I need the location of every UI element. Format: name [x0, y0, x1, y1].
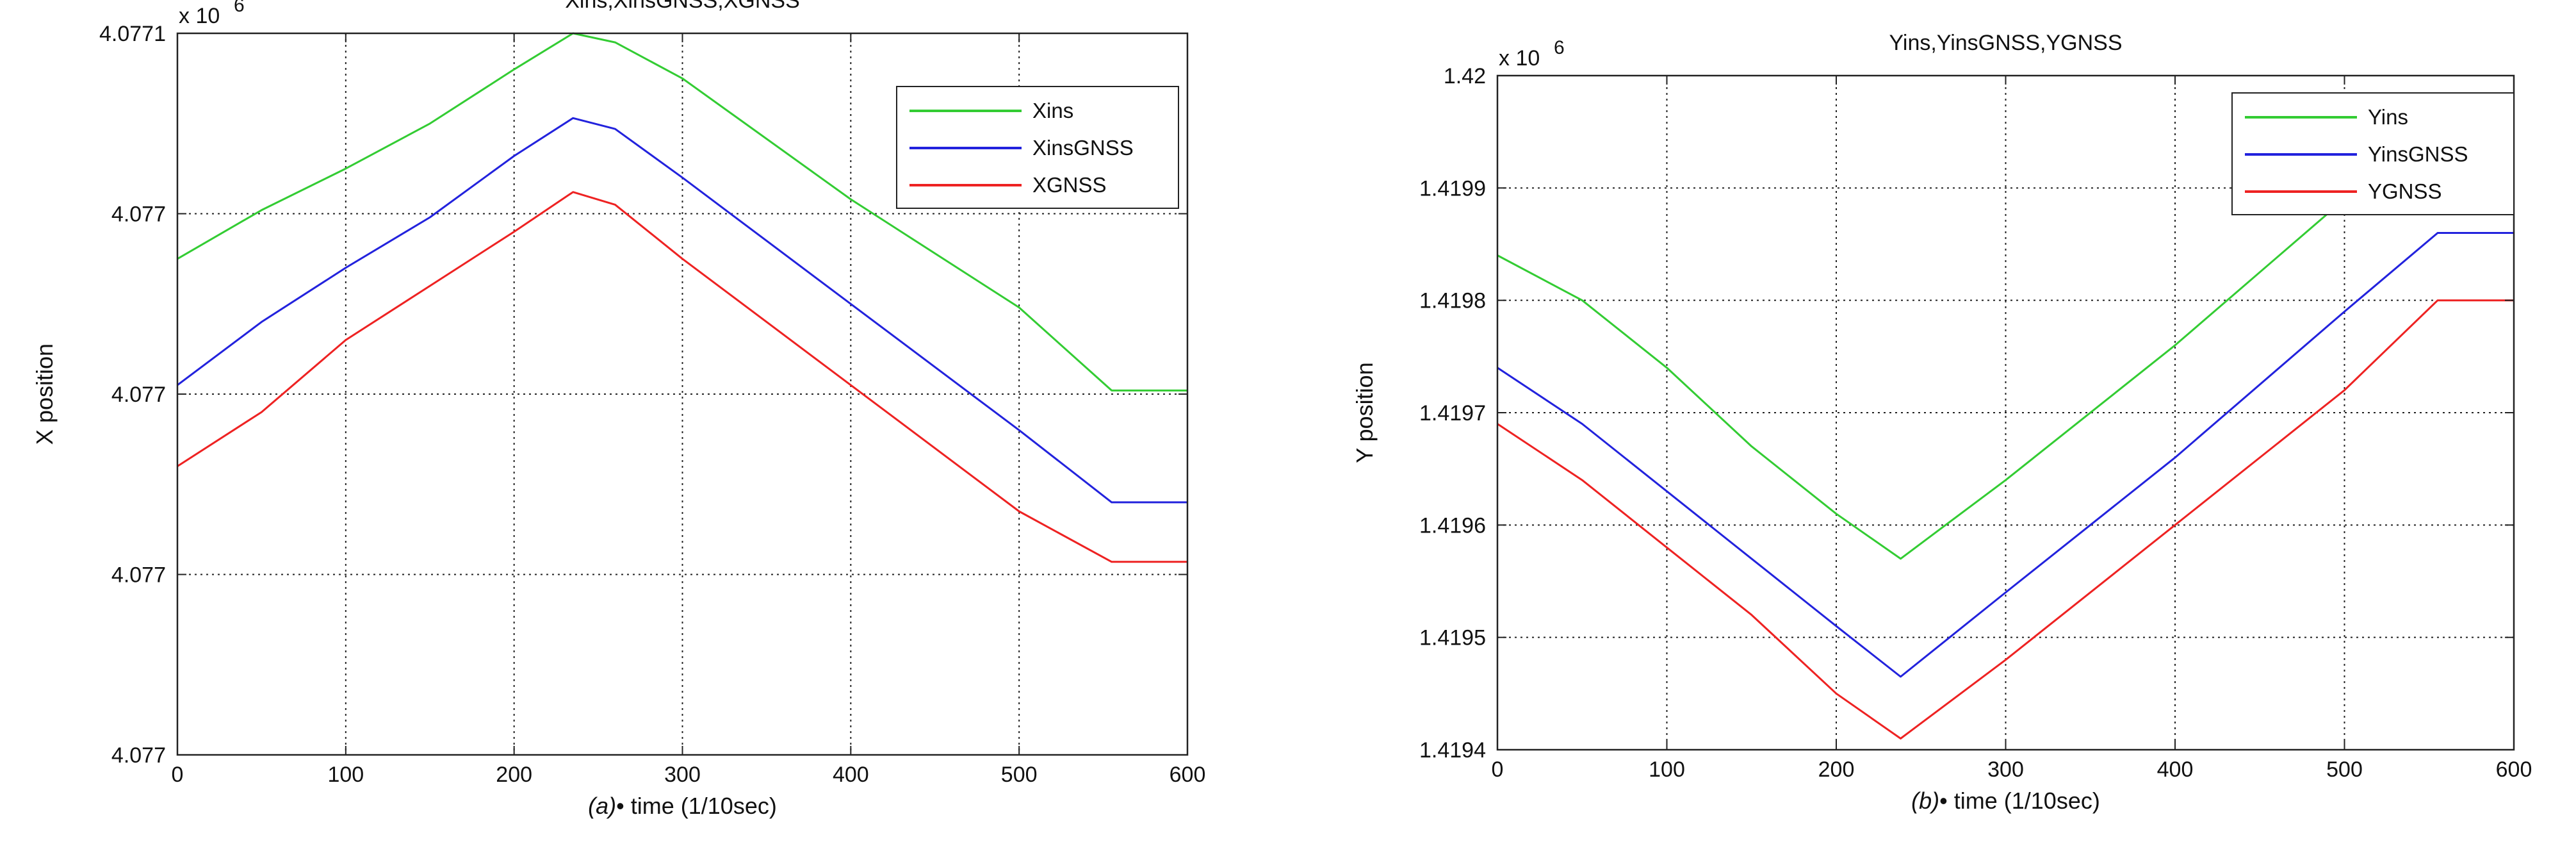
- x-tick-label: 0: [1492, 757, 1504, 782]
- x-tick-label: 100: [327, 763, 364, 787]
- y-tick-label: 1.4195: [1419, 626, 1486, 650]
- chart-title: Xins,XinsGNSS,XGNSS: [565, 0, 800, 13]
- y-tick-label: 1.4198: [1419, 289, 1486, 313]
- x-tick-label: 600: [2496, 757, 2532, 782]
- x-tick-label: 300: [1987, 757, 2024, 782]
- x-axis-label-prefix: (b): [1911, 788, 1939, 814]
- series-line-xinsgnss: [177, 117, 1187, 504]
- legend-label-xgnss: XGNSS: [1032, 173, 1107, 197]
- legend-label-ygnss: YGNSS: [2368, 179, 2442, 203]
- x-tick-label: 500: [1001, 763, 1038, 787]
- y-exponent-label: x 10: [179, 4, 220, 28]
- x-tick-label: 600: [1170, 763, 1206, 787]
- x-axis-label-text: • time (1/10sec): [616, 793, 777, 819]
- x-tick-label: 400: [2157, 757, 2194, 782]
- x-tick-label: 100: [1649, 757, 1685, 782]
- series-line-xins: [177, 32, 1187, 392]
- series-line-yinsgnss: [1497, 232, 2514, 678]
- x-axis-label: (b)• time (1/10sec): [1911, 788, 2100, 814]
- legend-label-yins: Yins: [2368, 105, 2408, 129]
- x-tick-label: 200: [496, 763, 532, 787]
- chart-title: Yins,YinsGNSS,YGNSS: [1889, 31, 2122, 55]
- x-axis-label-prefix: (a): [588, 793, 616, 819]
- y-tick-label: 4.077: [111, 743, 166, 768]
- series-line-xgnss: [177, 191, 1187, 563]
- y-axis-label: X position: [31, 343, 58, 445]
- y-tick-label: 4.077: [111, 202, 166, 227]
- x-tick-label: 300: [664, 763, 701, 787]
- y-tick-label: 4.077: [111, 383, 166, 407]
- y-axis-label: Y position: [1351, 362, 1378, 463]
- x-tick-label: 500: [2326, 757, 2363, 782]
- y-tick-label: 1.4197: [1419, 401, 1486, 425]
- y-exponent-power: 6: [234, 0, 245, 16]
- legend-label-yinsgnss: YinsGNSS: [2368, 142, 2468, 166]
- x-axis-label-text: • time (1/10sec): [1939, 788, 2100, 814]
- x-tick-label: 0: [172, 763, 184, 787]
- x-tick-label: 400: [833, 763, 869, 787]
- legend-label-xinsgnss: XinsGNSS: [1032, 136, 1134, 160]
- y-tick-label: 1.4199: [1419, 176, 1486, 201]
- y-exponent-label: x 10: [1499, 46, 1540, 70]
- legend-label-xins: Xins: [1032, 99, 1073, 122]
- chart-y-position: 0 100 200 300 400 500 600 1.4194 1.4195 1.4196 1.4…: [1351, 31, 2532, 814]
- y-tick-label: 4.0771: [99, 22, 166, 46]
- y-tick-label: 4.077: [111, 563, 166, 588]
- y-tick-label: 1.42: [1444, 64, 1486, 88]
- series-line-ygnss: [1497, 299, 2514, 739]
- x-tick-label: 200: [1818, 757, 1855, 782]
- y-tick-label: 1.4194: [1419, 738, 1486, 763]
- x-axis-label: (a)• time (1/10sec): [588, 793, 777, 819]
- y-exponent-power: 6: [1554, 37, 1565, 58]
- chart-x-position: 0 100 200 300 400 500 600 4.077 4.077 4.077 4.077 4…: [31, 0, 1205, 819]
- y-tick-label: 1.4196: [1419, 513, 1486, 538]
